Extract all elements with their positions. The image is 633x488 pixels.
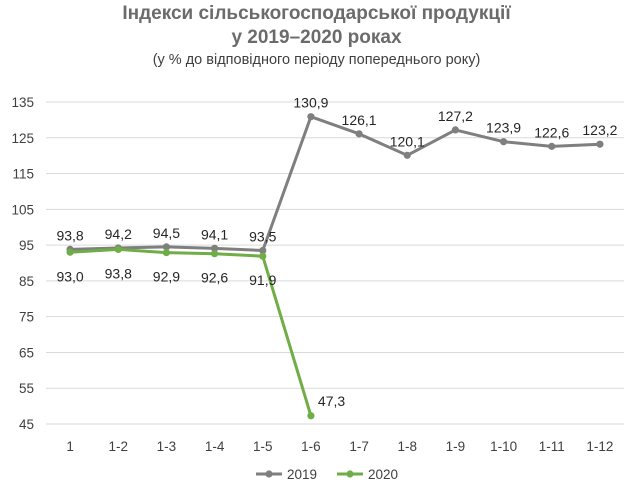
data-point-2019 (259, 246, 267, 255)
y-tick-label: 105 (11, 202, 34, 217)
data-label-2020: 93,0 (56, 268, 83, 284)
y-tick-label: 125 (11, 131, 34, 146)
chart-title: Індекси сільськогосподарської продукції (122, 3, 511, 24)
data-label-2019: 94,2 (105, 226, 132, 242)
data-point-2019 (403, 151, 411, 159)
data-label-2020: 92,9 (153, 269, 180, 285)
series-line-2019 (70, 115, 600, 252)
data-point-2020 (114, 245, 122, 254)
data-point-2019 (548, 142, 556, 150)
data-label-2020: 93,8 (105, 265, 132, 281)
data-label-2019: 93,8 (56, 227, 83, 243)
x-tick-label: 1-8 (397, 439, 417, 454)
x-tick-label: 1-3 (157, 439, 177, 454)
data-point-2020 (259, 252, 267, 260)
data-label-2019: 123,9 (486, 120, 521, 136)
data-point-2019 (355, 130, 363, 138)
legend-label-2020: 2020 (368, 467, 398, 482)
series-line-2020 (69, 247, 313, 417)
data-point-2019 (210, 244, 219, 252)
data-point-2020 (66, 248, 74, 256)
data-point-2019 (499, 138, 508, 146)
data-point-2020 (162, 249, 171, 257)
data-label-2020: 47,3 (318, 393, 345, 409)
y-tick-label: 95 (19, 238, 34, 253)
x-tick-label: 1-9 (446, 439, 466, 454)
data-point-2019 (451, 126, 460, 134)
x-tick-label: 1-2 (108, 439, 128, 454)
data-label-2019: 127,2 (438, 108, 473, 124)
data-label-2019: 122,6 (534, 124, 569, 140)
legend-marker-2019 (265, 470, 273, 478)
chart-title-line2: у 2019–2020 роках (231, 27, 402, 48)
chart-subtitle: (у % до відповідного періоду попередньог… (152, 52, 481, 68)
legend-marker-2020 (346, 470, 354, 478)
data-label-2019: 130,9 (293, 95, 328, 111)
data-label-2019: 120,1 (390, 133, 425, 149)
data-label-2020: 92,6 (201, 270, 228, 286)
y-tick-label: 65 (19, 345, 34, 360)
y-tick-label: 75 (19, 310, 34, 325)
x-tick-label: 1-6 (301, 439, 321, 454)
data-point-2020 (210, 250, 219, 258)
data-label-2019: 126,1 (342, 112, 377, 128)
data-point-2019 (596, 140, 604, 148)
x-tick-label: 1-10 (490, 439, 517, 454)
y-tick-label: 115 (12, 167, 34, 182)
data-point-2019 (307, 113, 315, 121)
data-label-2019: 94,1 (201, 226, 228, 242)
x-tick-label: 1 (66, 439, 74, 454)
data-label-2019: 93,5 (249, 228, 276, 244)
data-label-2019: 94,5 (153, 225, 180, 241)
y-tick-label: 45 (19, 417, 34, 432)
x-tick-label: 1-5 (253, 439, 273, 454)
data-label-2019: 123,2 (582, 122, 617, 138)
x-tick-label: 1-7 (349, 439, 369, 454)
x-tick-label: 1-4 (205, 439, 225, 454)
y-tick-label: 85 (19, 274, 34, 289)
y-tick-label: 135 (11, 95, 34, 110)
legend-label-2019: 2019 (287, 467, 317, 482)
data-label-2020: 91,9 (249, 272, 276, 288)
x-tick-label: 1-12 (586, 439, 613, 454)
data-point-2020 (307, 412, 315, 420)
y-tick-label: 55 (19, 381, 34, 396)
x-tick-label: 1-11 (539, 439, 565, 454)
data-point-2019 (162, 243, 171, 251)
